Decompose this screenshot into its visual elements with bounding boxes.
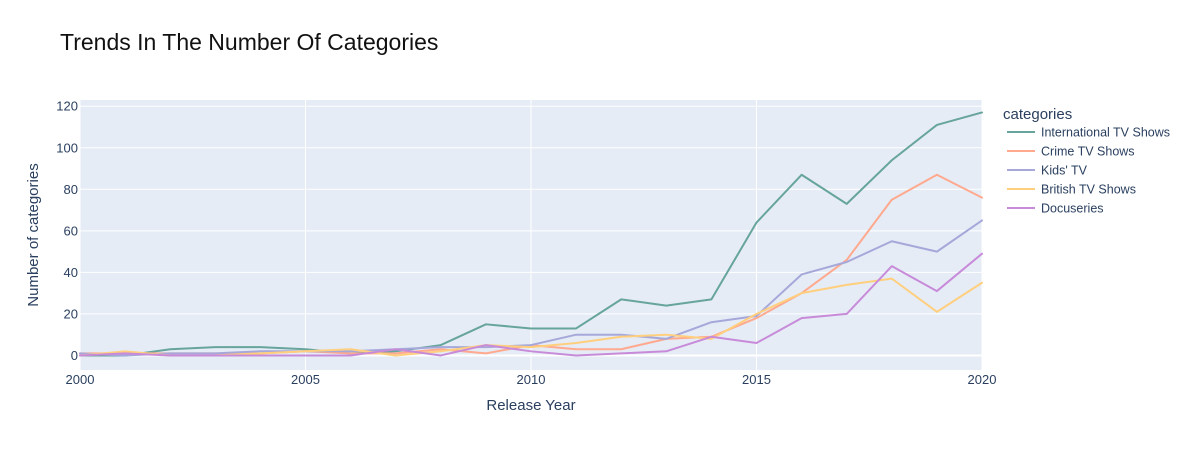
- grid: [79, 100, 983, 370]
- x-axis-title: Release Year: [486, 397, 575, 414]
- y-tick-label-80: 80: [64, 182, 78, 197]
- series-lines: [79, 111, 983, 357]
- x-tick-label-2005: 2005: [291, 372, 320, 387]
- series-line-0: [79, 111, 983, 357]
- legend: categories International TV Shows Crime T…: [1003, 106, 1170, 216]
- chart-title: Trends In The Number Of Categories: [60, 29, 438, 55]
- y-tick-label-20: 20: [64, 306, 78, 321]
- x-tick-label-2010: 2010: [517, 372, 546, 387]
- y-axis-ticks: 0 20 40 60 80 100 120: [56, 99, 78, 363]
- x-tick-label-2000: 2000: [66, 372, 95, 387]
- y-tick-label-100: 100: [56, 140, 78, 155]
- series-line-2: [79, 219, 983, 357]
- x-tick-label-2020: 2020: [968, 372, 997, 387]
- legend-label-0: International TV Shows: [1041, 126, 1170, 140]
- y-tick-label-60: 60: [64, 223, 78, 238]
- legend-label-1: Crime TV Shows: [1041, 145, 1135, 159]
- y-axis-title: Number of categories: [25, 163, 42, 306]
- x-axis-ticks: 2000 2005 2010 2015 2020: [66, 372, 997, 387]
- legend-title: categories: [1003, 106, 1072, 123]
- x-tick-label-2015: 2015: [742, 372, 771, 387]
- legend-label-4: Docuseries: [1041, 202, 1104, 216]
- legend-label-2: Kids' TV: [1041, 164, 1088, 178]
- y-tick-label-40: 40: [64, 265, 78, 280]
- y-tick-label-120: 120: [56, 99, 78, 114]
- series-line-4: [79, 252, 983, 357]
- legend-label-3: British TV Shows: [1041, 183, 1136, 197]
- y-tick-label-0: 0: [71, 348, 78, 363]
